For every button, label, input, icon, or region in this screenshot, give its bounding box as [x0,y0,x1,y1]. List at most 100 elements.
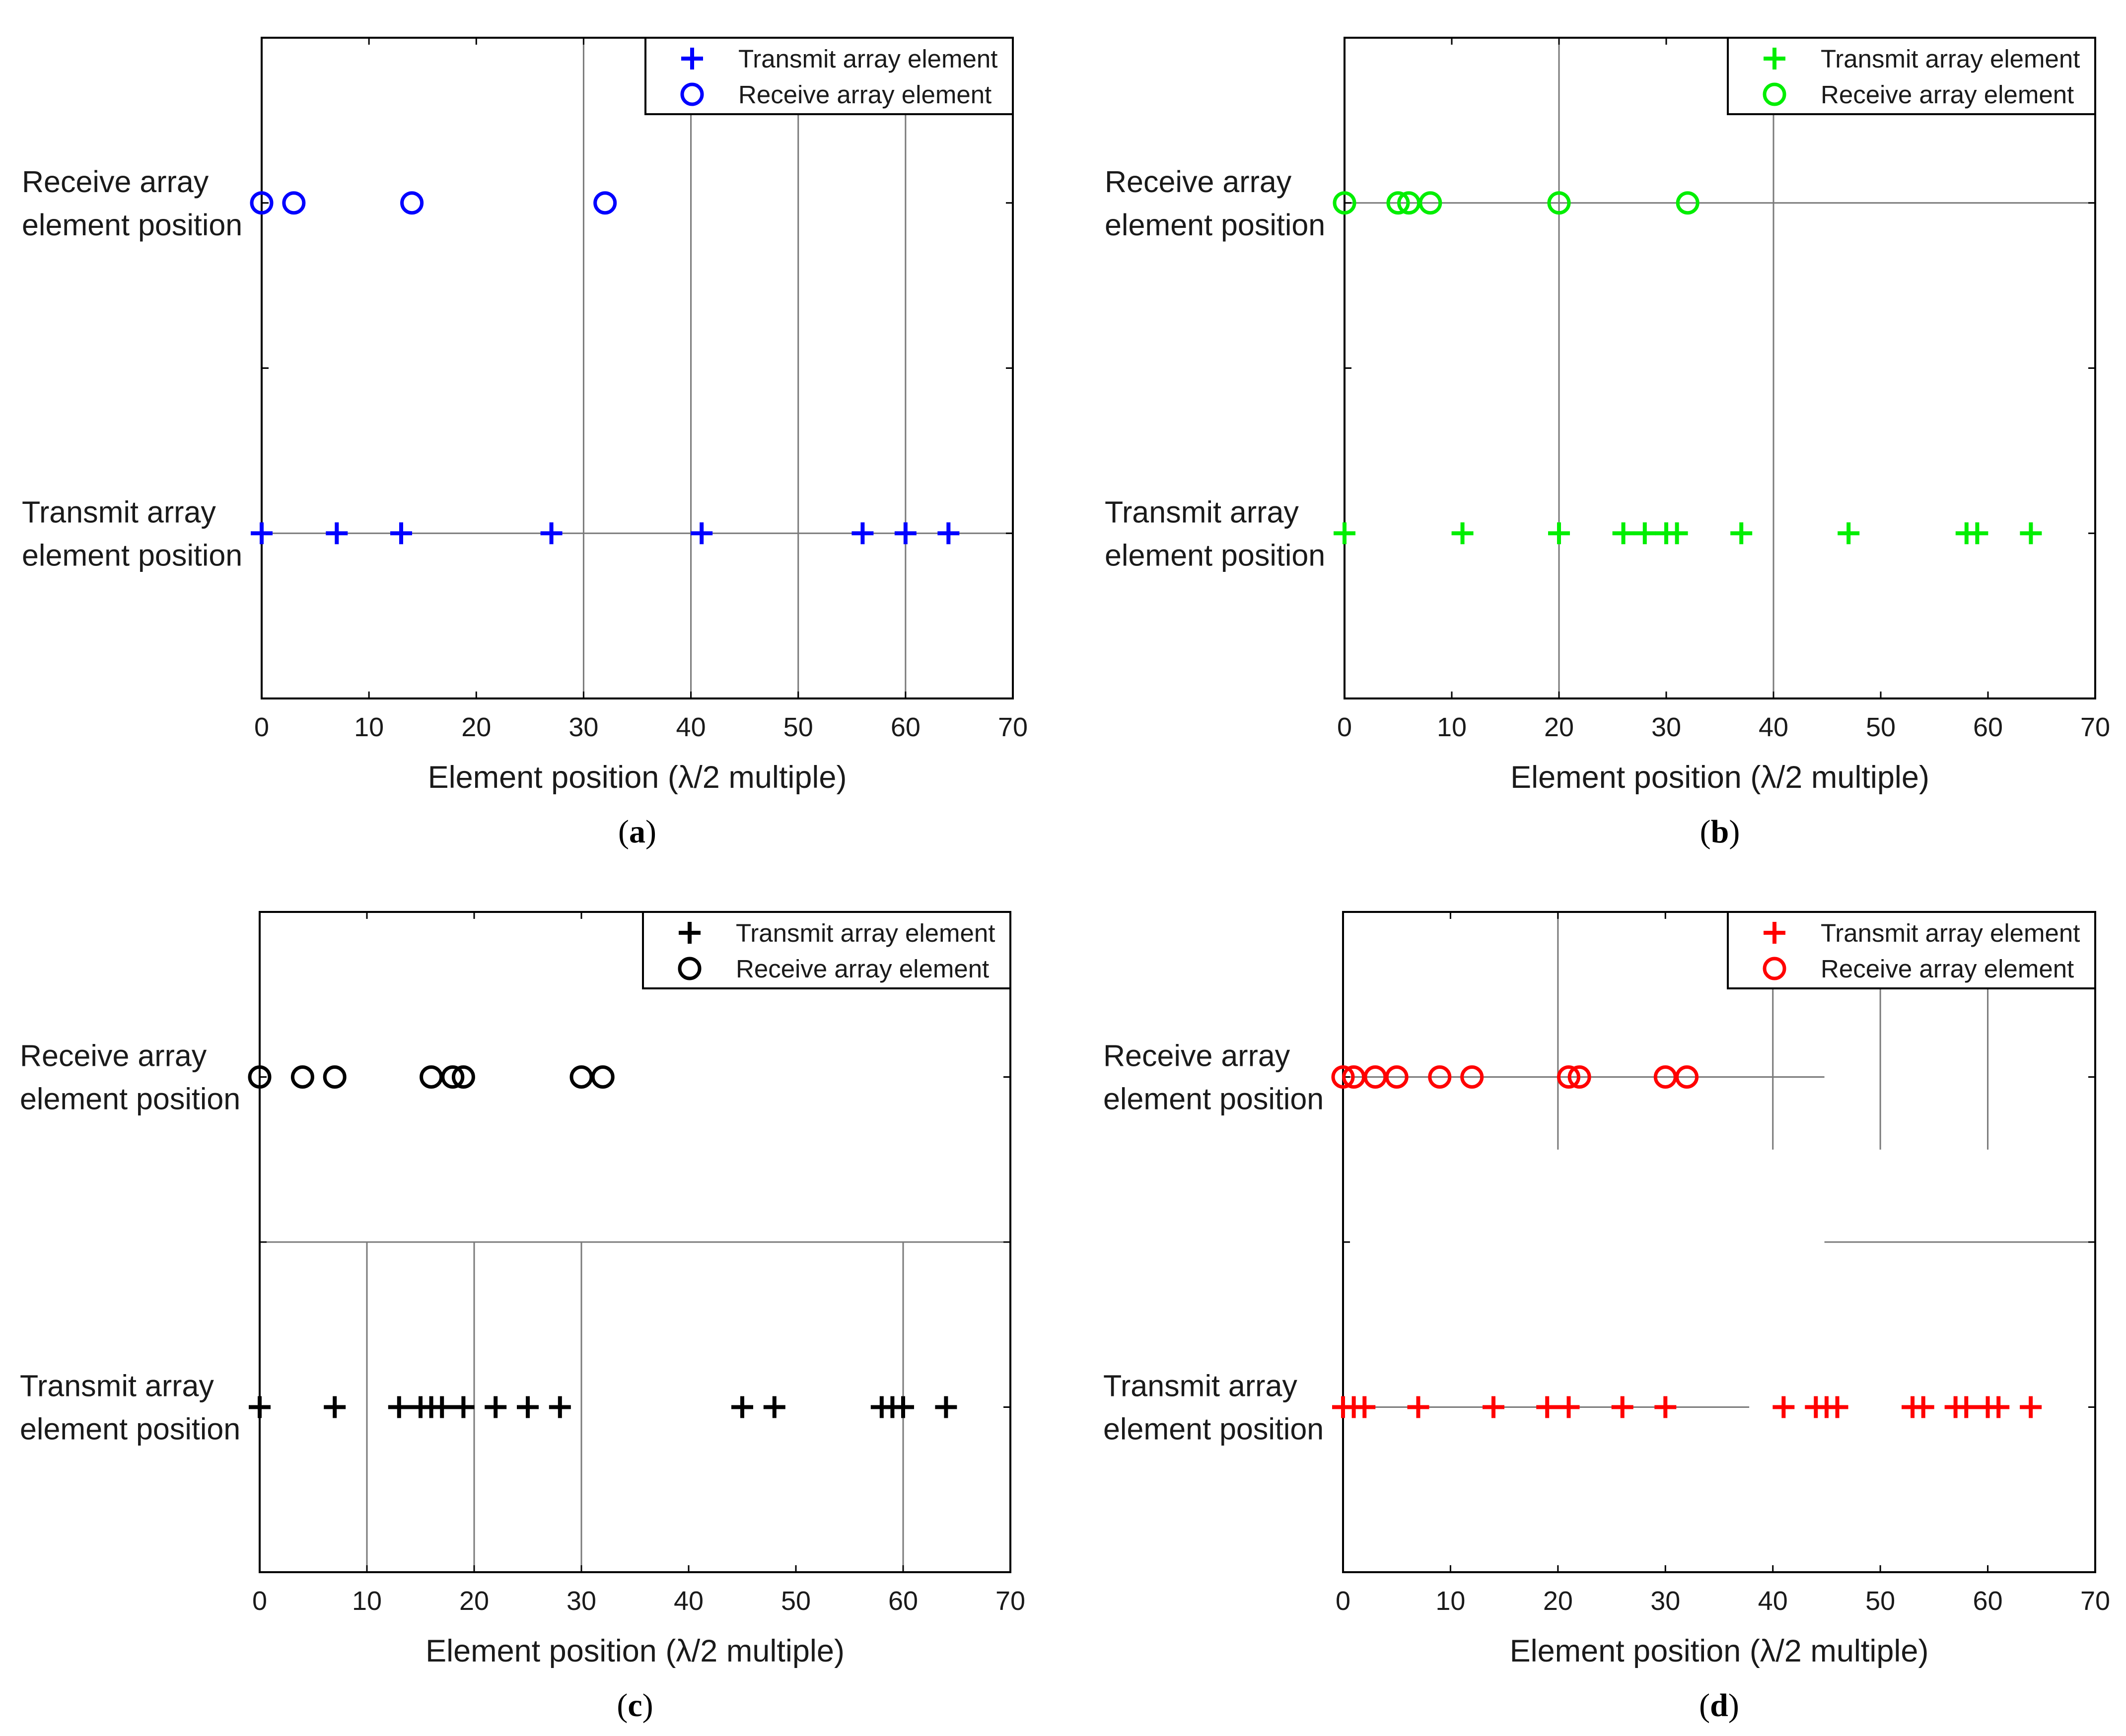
x-tick-label: 10 [354,712,384,742]
transmit-marker [452,1396,475,1418]
receive-marker [1547,191,1571,215]
legend-label-receive: Receive array element [1821,955,2074,983]
row-label-transmit-line2: element position [22,538,242,572]
x-tick-label: 60 [888,1586,918,1616]
row-label-transmit-line1: Transmit array [20,1369,214,1403]
transmit-marker [324,1396,346,1418]
legend-receive-marker [1763,82,1786,106]
receive-marker [1385,1065,1409,1089]
receive-marker [441,1065,465,1089]
legend-label-transmit: Transmit array element [736,919,995,947]
x-tick-label: 70 [2080,712,2110,742]
x-tick-label: 40 [676,712,706,742]
transmit-marker [894,522,917,545]
transmit-marker [1987,1396,2010,1418]
x-tick-label: 30 [1651,712,1681,742]
panel-label: (a) [618,814,656,850]
panel-label: (d) [1699,1687,1739,1724]
legend-label-transmit: Transmit array element [738,45,997,73]
transmit-marker [249,1396,271,1418]
legend-transmit-marker [679,922,701,944]
legend-box [1727,911,2096,989]
transmit-marker [1772,1396,1795,1418]
panel-b: 0 10 20 30 40 50 60 70 Element position (λ/2 mul… [1105,37,2110,850]
x-tick-label: 0 [254,712,269,742]
row-label-receive-line1: Receive array [1103,1039,1290,1073]
transmit-marker [549,1396,571,1418]
legend-box [1727,37,2096,115]
x-tick-label: 40 [674,1586,704,1616]
panel-label-close: ) [1728,1687,1739,1724]
receive-marker [323,1065,347,1089]
transmit-marker [731,1396,753,1418]
transmit-marker [1483,1396,1504,1418]
x-axis-title: Element position (λ/2 multiple) [1510,760,1929,795]
row-label-receive-line2: element position [22,208,242,242]
legend-box [644,37,1014,115]
x-tick-label: 10 [352,1586,382,1616]
transmit-marker [1451,522,1474,545]
x-tick-label: 10 [1435,1586,1465,1616]
x-tick-label: 60 [1973,712,2003,742]
panel-label: (b) [1700,814,1740,850]
receive-marker [400,191,424,215]
receive-marker [451,1065,475,1089]
legend-label-receive: Receive array element [736,955,989,983]
x-tick-label: 70 [995,1586,1025,1616]
receive-marker [1557,1065,1580,1089]
transmit-marker [1730,522,1753,545]
x-tick-label: 20 [1543,1586,1573,1616]
receive-marker [569,1065,593,1089]
receive-marker [591,1065,615,1089]
x-tick-label: 20 [461,712,491,742]
transmit-marker [1838,522,1860,545]
panel-c: 0 10 20 30 40 50 60 70 Element position (λ/2 mul… [20,911,1025,1724]
panel-label-close: ) [645,814,656,850]
legend-receive-marker [678,957,702,980]
transmit-marker [892,1396,914,1418]
legend-receive-marker [1763,957,1786,980]
panel-label-open: ( [1700,814,1711,850]
legend-label-receive: Receive array element [738,80,992,109]
row-label-receive-line2: element position [1103,1082,1324,1116]
legend-box [642,911,1011,989]
transmit-marker [1536,1396,1559,1418]
x-tick-label: 30 [567,1586,596,1616]
panel-label-close: ) [642,1687,653,1724]
transmit-marker [1407,1396,1429,1418]
receive-marker [1428,1065,1452,1089]
legend-label-transmit: Transmit array element [1821,919,2080,947]
legend-receive-marker [680,82,704,106]
transmit-marker [1612,522,1634,545]
transmit-marker [937,522,960,545]
receive-marker [282,191,306,215]
transmit-marker [851,522,874,545]
panel-label-close: ) [1729,814,1740,850]
x-tick-label: 10 [1437,712,1467,742]
row-label-transmit-line1: Transmit array [1103,1369,1297,1403]
legend-transmit-marker [1764,48,1785,69]
receive-marker [1418,191,1442,215]
transmit-marker [1912,1396,1934,1418]
receive-marker [1460,1065,1484,1089]
receive-marker [1676,191,1700,215]
row-label-transmit-line1: Transmit array [1105,495,1299,529]
x-tick-label: 70 [998,712,1028,742]
transmit-marker [326,522,348,545]
receive-marker [1331,1065,1355,1089]
x-tick-label: 50 [783,712,813,742]
transmit-marker [517,1396,539,1418]
row-label-receive-line2: element position [1105,208,1325,242]
panel-a: 0 10 20 30 40 50 60 70 Element position (λ/2 mul… [22,37,1028,850]
transmit-marker [1955,1396,1978,1418]
row-label-transmit-line2: element position [1105,538,1325,572]
panel-label-open: ( [617,1687,628,1724]
transmit-marker [1633,522,1656,545]
transmit-marker [251,522,273,545]
transmit-marker [1666,522,1688,545]
x-tick-label: 0 [1337,712,1352,742]
row-label-receive-line1: Receive array [22,165,209,199]
transmit-marker [485,1396,507,1418]
receive-marker [248,1065,272,1089]
